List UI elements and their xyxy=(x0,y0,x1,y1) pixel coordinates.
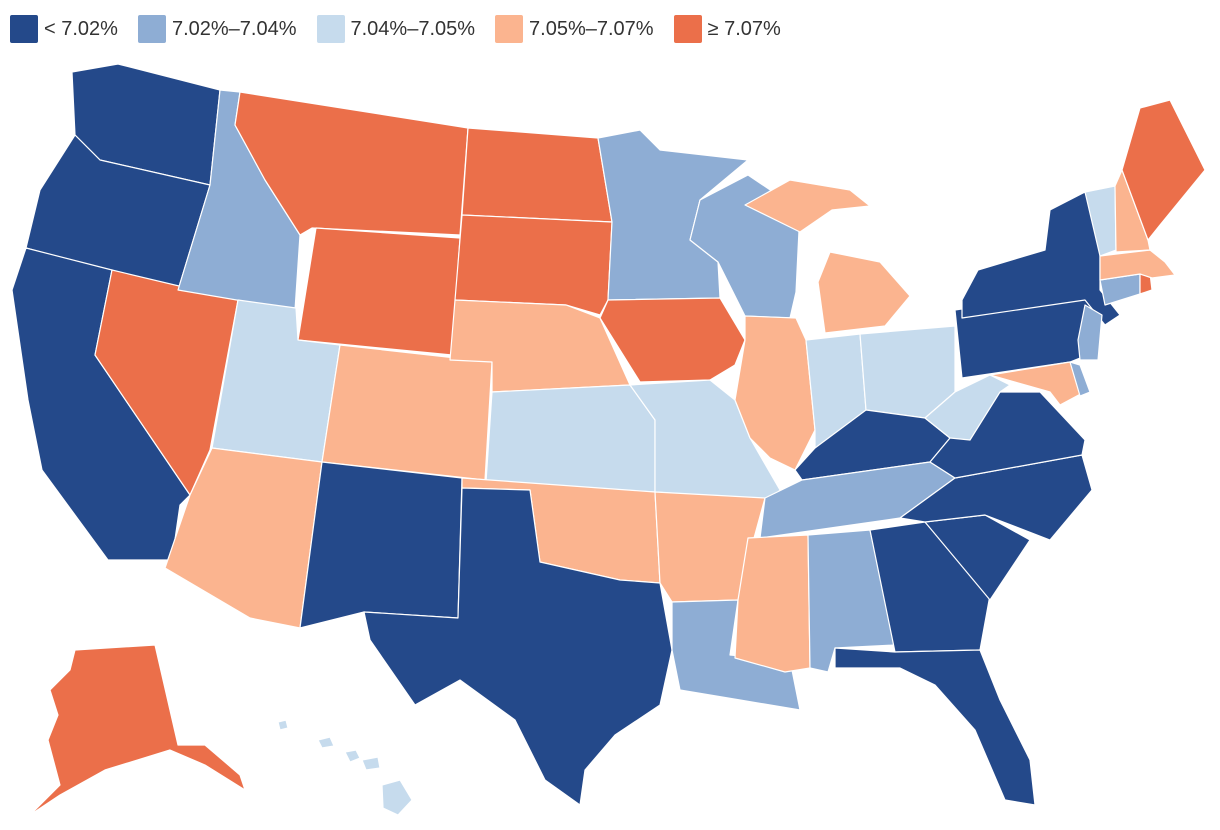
state-mississippi[interactable]: Mississippi xyxy=(734,534,811,673)
state-missouri[interactable]: Missouri xyxy=(629,379,781,501)
state-new-mexico[interactable]: New Mexico xyxy=(299,461,463,629)
state-maryland[interactable]: Maryland xyxy=(989,361,1089,406)
state-michigan[interactable]: Michigan xyxy=(744,179,911,334)
state-hawaii[interactable]: Hawaii xyxy=(277,719,413,816)
state-new-hampshire[interactable]: New Hampshire xyxy=(1114,169,1151,253)
state-georgia[interactable]: Georgia xyxy=(869,521,991,653)
state-louisiana[interactable]: Louisiana xyxy=(671,599,801,711)
state-texas[interactable]: Texas xyxy=(363,487,673,806)
state-florida[interactable]: Florida xyxy=(834,647,1036,806)
state-colorado[interactable]: Colorado xyxy=(321,344,493,481)
legend-swatch xyxy=(137,15,166,43)
state-delaware[interactable]: Delaware xyxy=(1069,361,1091,397)
legend-item: < 7.02% xyxy=(10,15,118,43)
state-iowa[interactable]: Iowa xyxy=(599,297,746,383)
legend-item: 7.02%–7.04% xyxy=(137,15,297,43)
legend-item: ≥ 7.07% xyxy=(673,15,781,43)
legend-item: 7.04%–7.05% xyxy=(316,15,476,43)
state-kansas[interactable]: Kansas xyxy=(485,384,656,493)
legend-swatch xyxy=(316,15,345,43)
state-massachusetts[interactable]: Massachusetts xyxy=(1099,249,1176,281)
legend-swatch xyxy=(495,15,524,43)
state-alaska[interactable]: Alaska xyxy=(29,644,246,816)
legend-label: ≥ 7.07% xyxy=(707,17,781,40)
state-new-jersey[interactable]: New Jersey xyxy=(1077,304,1103,361)
legend-label: 7.02%–7.04% xyxy=(171,17,297,40)
state-west-virginia[interactable]: West Virginia xyxy=(924,374,1011,441)
legend-label: 7.04%–7.05% xyxy=(350,17,476,40)
state-south-dakota[interactable]: South Dakota xyxy=(454,214,613,316)
legend-label: < 7.02% xyxy=(44,17,118,40)
state-north-dakota[interactable]: North Dakota xyxy=(461,127,613,223)
legend-swatch xyxy=(673,15,702,43)
legend-item: 7.05%–7.07% xyxy=(495,15,654,43)
legend-label: 7.05%–7.07% xyxy=(529,17,654,40)
legend-swatch xyxy=(10,15,38,43)
state-wyoming[interactable]: Wyoming xyxy=(297,227,461,356)
state-maine[interactable]: Maine xyxy=(1121,99,1206,241)
legend: < 7.02% 7.02%–7.04% 7.04%–7.05% 7.05%–7.07%… xyxy=(10,14,781,44)
state-illinois[interactable]: Illinois xyxy=(734,315,816,471)
